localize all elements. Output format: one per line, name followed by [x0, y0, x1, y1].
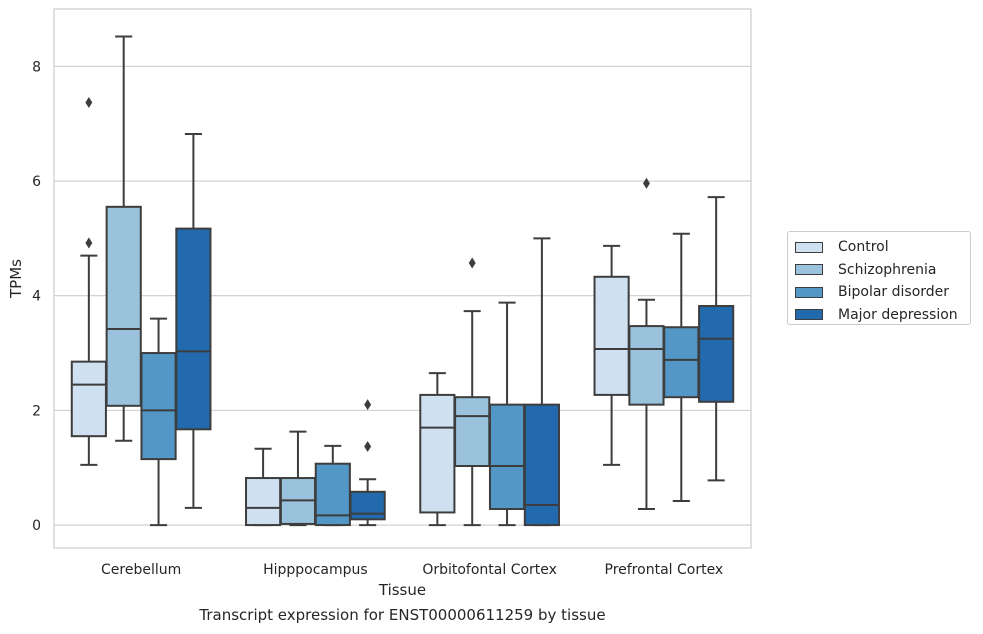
box-schizophrenia [105, 35, 142, 442]
iqr-box [698, 305, 735, 403]
box-bipolar-disorder [140, 317, 177, 527]
box-major-depression [349, 399, 386, 527]
outlier-point [85, 237, 93, 249]
box-control [245, 447, 282, 527]
x-tick-label: Hipppocampus [263, 562, 368, 578]
iqr-box [70, 360, 107, 438]
x-tick-label: Cerebellum [101, 562, 181, 578]
legend-label: Major depression [838, 306, 958, 323]
x-tick-label: Prefrontal Cortex [605, 562, 724, 578]
legend-label: Schizophrenia [838, 261, 937, 278]
iqr-box [245, 477, 282, 527]
box-bipolar-disorder [314, 444, 351, 527]
iqr-box [593, 275, 630, 396]
iqr-box [175, 227, 212, 431]
box-series [70, 35, 735, 527]
y-axis-label: TPMs [7, 259, 25, 299]
legend-swatch [795, 264, 823, 276]
outlier-point [643, 177, 650, 189]
legend-swatch [795, 241, 823, 253]
legend-item: Schizophrenia [792, 259, 970, 282]
chart-caption: Transcript expression for ENST0000061125… [199, 606, 606, 624]
y-axis-ticks: 0 2 4 6 8 [32, 59, 41, 534]
legend-swatch [795, 286, 823, 298]
legend-item: Bipolar disorder [792, 281, 970, 304]
box-control [70, 96, 107, 466]
y-tick-label: 4 [32, 289, 41, 305]
legend-swatch [795, 309, 823, 321]
iqr-box [663, 326, 700, 399]
legend: Control Schizophrenia Bipolar disorder Majo… [787, 231, 971, 325]
legend-item: Major depression [792, 304, 970, 327]
box-bipolar-disorder [663, 232, 700, 502]
legend-item: Control [792, 236, 970, 259]
iqr-box [349, 490, 386, 521]
box-major-depression [523, 237, 560, 527]
outlier-point [364, 399, 372, 411]
iqr-box [140, 352, 177, 461]
iqr-box [454, 396, 491, 468]
box-control [419, 372, 456, 527]
legend-label: Bipolar disorder [838, 284, 950, 301]
outlier-point [85, 96, 93, 108]
outlier-point [468, 257, 476, 269]
box-schizophrenia [454, 257, 491, 527]
x-axis-ticks: Cerebellum Hipppocampus Orbitofontal Corte… [101, 562, 723, 578]
box-major-depression [175, 133, 212, 509]
iqr-box [628, 325, 665, 406]
iqr-box [419, 393, 456, 514]
box-major-depression [698, 196, 735, 482]
y-tick-label: 6 [32, 174, 41, 190]
y-tick-label: 0 [32, 518, 41, 534]
outlier-point [364, 440, 372, 453]
box-control [593, 244, 630, 466]
legend-label: Control [838, 239, 889, 256]
iqr-box [523, 403, 560, 527]
x-axis-label: Tissue [378, 581, 426, 599]
x-tick-label: Orbitofontal Cortex [422, 562, 557, 578]
y-tick-label: 2 [32, 403, 41, 419]
box-schizophrenia [628, 177, 665, 511]
iqr-box [488, 403, 526, 511]
y-tick-label: 8 [32, 59, 41, 75]
iqr-box [105, 205, 142, 407]
